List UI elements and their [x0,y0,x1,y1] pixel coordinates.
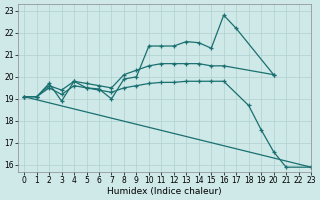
X-axis label: Humidex (Indice chaleur): Humidex (Indice chaleur) [107,187,222,196]
